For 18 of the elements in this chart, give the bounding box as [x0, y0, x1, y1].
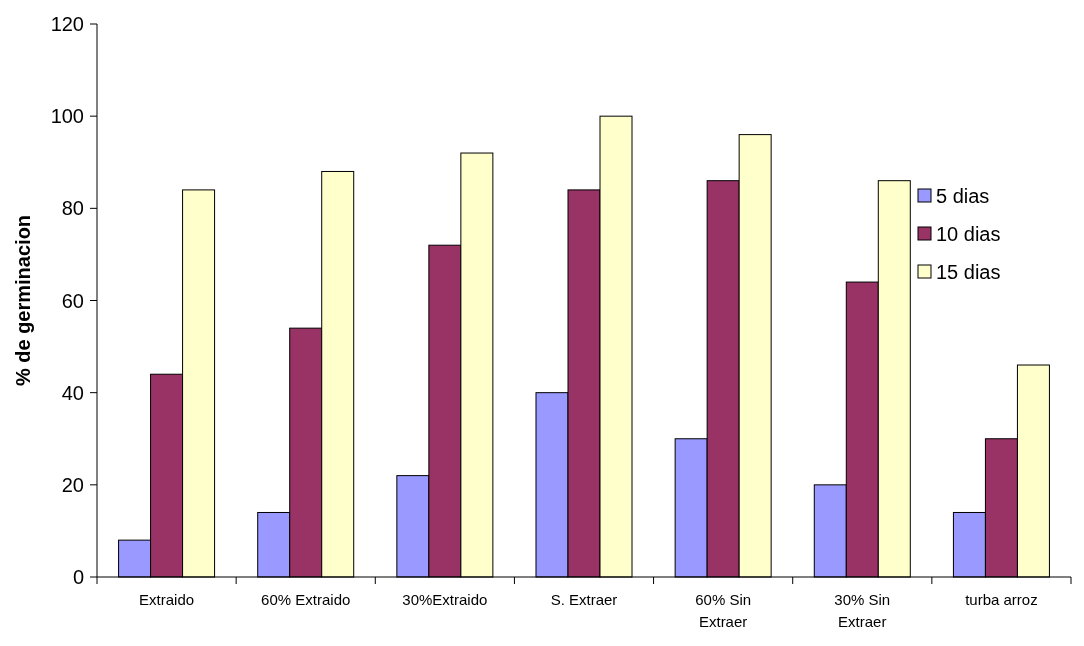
legend-label: 5 dias	[936, 185, 990, 207]
x-tick-label: 60% Extraido	[261, 591, 351, 608]
y-tick-label: 40	[61, 381, 84, 404]
x-tick-label: S. Extraer	[550, 591, 618, 608]
y-tick-label: 80	[61, 197, 84, 220]
x-tick-label: 60% Sin Extraer	[695, 591, 752, 630]
x-tick-label: 30% Sin Extraer	[834, 591, 891, 630]
y-tick-label: 20	[61, 473, 84, 496]
y-tick-label: 100	[50, 105, 84, 128]
x-tick-label: Extraido	[139, 591, 195, 608]
x-tick-label: 30%Extraido	[402, 591, 488, 608]
y-tick-label: 60	[61, 289, 84, 312]
y-tick-label: 0	[72, 566, 84, 588]
legend-label: 15 dias	[936, 261, 1001, 283]
y-tick-label: 120	[50, 13, 84, 35]
y-axis-title: % de germinacion	[12, 214, 34, 387]
legend-label: 10 dias	[936, 223, 1001, 245]
x-tick-label: turba arroz	[965, 591, 1038, 608]
